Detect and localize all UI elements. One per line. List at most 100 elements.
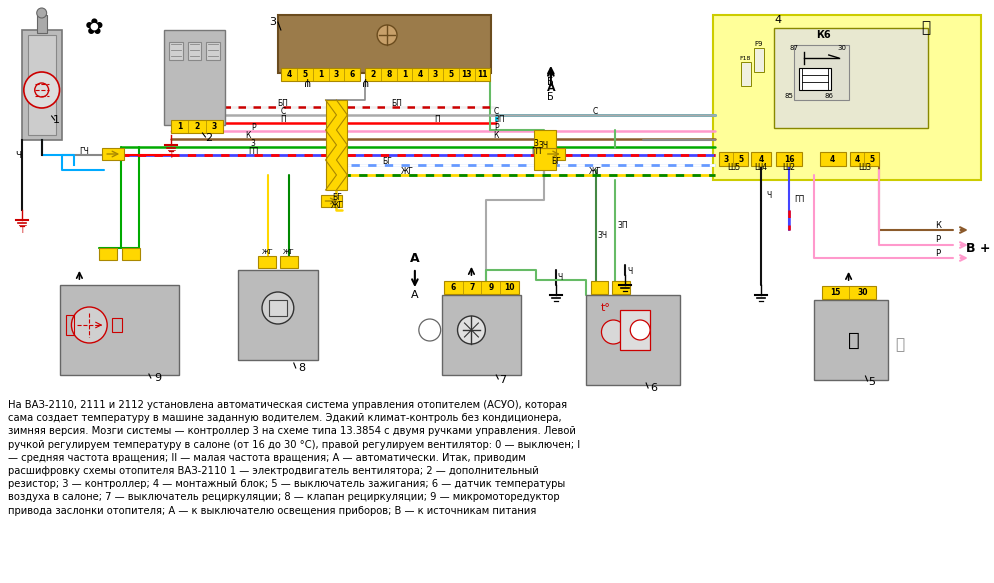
Text: БГ: БГ [332,194,342,202]
Text: С: С [592,107,597,117]
Text: ЗЧ: ЗЧ [539,141,549,149]
Text: 5: 5 [302,70,307,79]
Text: 30: 30 [857,288,867,297]
Bar [849,152,879,166]
Text: 5: 5 [868,377,875,387]
Text: 3: 3 [250,139,255,149]
Text: ЗП: ЗП [494,115,504,125]
Circle shape [600,320,624,344]
Bar [543,148,565,160]
Text: ⋔: ⋔ [303,79,312,89]
Text: 5: 5 [738,154,743,163]
Text: ГП: ГП [530,147,541,156]
Bar [268,300,286,316]
Text: Б: Б [547,92,554,102]
Text: 3: 3 [432,70,437,79]
Text: Р: Р [934,236,939,244]
Bar [741,62,750,86]
Text: 4: 4 [829,154,835,163]
Bar [773,28,927,128]
Text: ⊤: ⊤ [17,225,27,235]
Bar [775,152,801,166]
Text: К: К [934,220,940,230]
Text: 1: 1 [402,70,407,79]
Text: С: С [493,107,498,117]
Bar [793,45,848,100]
Text: 15: 15 [829,288,840,297]
Text: 3: 3 [212,122,217,131]
Bar [99,248,117,260]
Bar [206,42,220,60]
Text: t°: t° [599,303,609,313]
Text: 6: 6 [649,383,656,393]
Bar [611,281,629,294]
Text: 7: 7 [469,283,474,292]
Text: БГ: БГ [551,157,560,167]
Text: 9: 9 [488,283,493,292]
Text: Ш5: Ш5 [727,163,740,173]
Text: Б: Б [547,77,554,87]
Text: ЖГ: ЖГ [282,249,294,255]
Bar [60,285,179,375]
Text: П: П [279,115,285,125]
Text: На ВАЗ-2110, 2111 и 2112 установлена автоматическая система управления отопителе: На ВАЗ-2110, 2111 и 2112 установлена авт… [8,400,580,515]
Text: К: К [246,132,250,141]
Text: 2: 2 [194,122,200,131]
Text: 🗝: 🗝 [920,20,929,36]
Bar [441,295,521,375]
Bar [534,130,556,148]
Text: П: П [433,115,439,125]
Text: 85: 85 [784,93,792,99]
Circle shape [261,292,293,324]
Bar [753,48,763,72]
Bar [712,15,980,180]
Text: 30: 30 [836,45,845,51]
Text: 1: 1 [53,115,60,125]
Text: 4: 4 [416,70,422,79]
Text: ЗЧ: ЗЧ [596,230,607,240]
Text: БП: БП [277,100,288,108]
Text: 4: 4 [854,154,859,163]
Text: Ш3: Ш3 [857,163,870,173]
Text: ЖГ: ЖГ [261,249,273,255]
Text: ⊤: ⊤ [166,150,175,160]
Text: 3: 3 [723,154,728,163]
Text: ЖГ: ЖГ [401,167,413,177]
Bar [619,310,649,350]
Bar [188,42,201,60]
Text: 11: 11 [477,70,487,79]
Bar [585,295,679,385]
Bar [164,30,225,125]
Bar [718,152,747,166]
Text: Ч: Ч [558,273,563,283]
Text: 🗝: 🗝 [847,331,859,349]
Text: К6: К6 [816,30,830,40]
Bar [821,286,876,299]
Bar [280,68,360,81]
Bar [277,15,491,73]
Circle shape [37,8,47,18]
Text: ЖГ: ЖГ [588,167,601,177]
Circle shape [377,25,397,45]
Circle shape [72,307,107,343]
Text: Ч: Ч [765,191,770,199]
Bar [798,68,830,90]
Circle shape [24,72,60,108]
Text: 2: 2 [370,70,376,79]
Text: 1: 1 [177,122,182,131]
Text: 🗝: 🗝 [895,338,904,353]
Text: 5: 5 [869,154,874,163]
Bar [122,248,140,260]
Circle shape [457,316,485,344]
Text: 16: 16 [783,154,793,163]
Bar [22,30,62,140]
Text: Р: Р [493,124,498,132]
Text: 13: 13 [461,70,471,79]
Text: К: К [493,132,498,141]
Bar [365,68,490,81]
Text: 6: 6 [450,283,455,292]
Text: 87: 87 [788,45,798,51]
Text: 4: 4 [773,15,780,25]
Bar [37,15,47,33]
Text: ⋔: ⋔ [360,79,370,89]
